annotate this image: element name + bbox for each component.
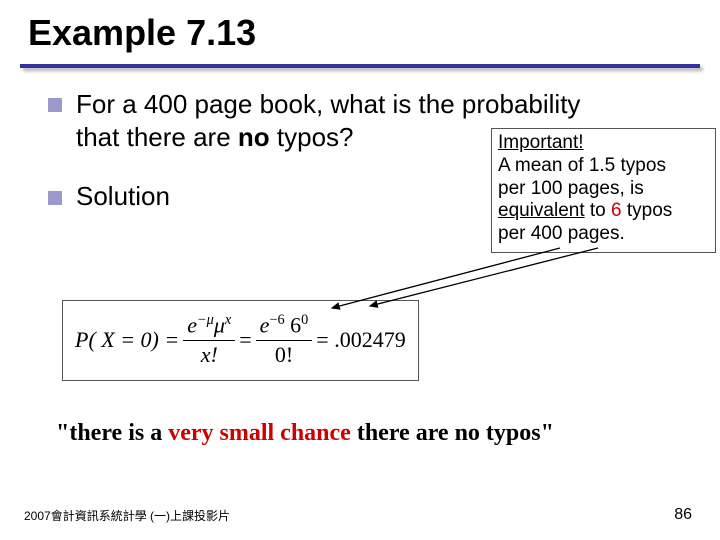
square-bullet-icon: [48, 191, 62, 205]
quote-red: very small chance: [168, 420, 351, 446]
callout-line2: per 100 pages, is: [498, 178, 709, 201]
formula-lhs: P( X = 0) =: [75, 327, 179, 352]
f1-mu: μ: [214, 312, 225, 337]
callout-l3-post: typos: [622, 200, 673, 221]
slide-title: Example 7.13: [28, 12, 720, 54]
quote-pre: "there is a: [56, 420, 168, 446]
f2-sup1: −6: [269, 312, 284, 328]
f2-sup2: 0: [301, 312, 308, 328]
square-bullet-icon: [48, 98, 62, 112]
slide-number: 86: [674, 506, 692, 524]
fraction-2: e−6 60 0!: [256, 311, 313, 370]
f1-sup2: x: [225, 312, 231, 328]
callout-six: 6: [611, 200, 622, 221]
q-line1: For a 400 page book, what is the probabi…: [76, 89, 580, 119]
fraction-1: e−μμx x!: [183, 311, 235, 370]
callout-equivalent: equivalent: [498, 200, 585, 221]
arrow-1: [332, 248, 560, 308]
callout-l3-mid: to: [585, 200, 611, 221]
callout-line4: per 400 pages.: [498, 223, 709, 246]
important-callout: Important! A mean of 1.5 typos per 100 p…: [491, 128, 716, 253]
q-line2-post: typos?: [270, 122, 354, 152]
q-line2-bold: no: [238, 122, 270, 152]
conclusion-quote: "there is a very small chance there are …: [56, 420, 554, 447]
eq2: = .002479: [316, 327, 405, 353]
footer-left: 2007會計資訊系統計學 (一)上課投影片: [24, 507, 230, 524]
formula: P( X = 0) = e−μμx x! = e−6 60 0! = .0024…: [62, 300, 419, 381]
f2-six: 6: [285, 312, 302, 337]
callout-line3: equivalent to 6 typos: [498, 200, 709, 223]
eq1: =: [239, 327, 251, 353]
arrow-2: [370, 248, 598, 306]
f1-sup1: −μ: [197, 312, 214, 328]
solution-label: Solution: [76, 181, 170, 212]
f1-den: x!: [201, 342, 218, 367]
f2-den: 0!: [271, 341, 297, 370]
f1-e: e: [187, 312, 197, 337]
quote-post: there are no typos": [351, 420, 554, 446]
callout-heading: Important!: [498, 132, 709, 155]
q-line2-pre: that there are: [76, 122, 238, 152]
f2-e: e: [260, 312, 270, 337]
callout-line1: A mean of 1.5 typos: [498, 155, 709, 178]
